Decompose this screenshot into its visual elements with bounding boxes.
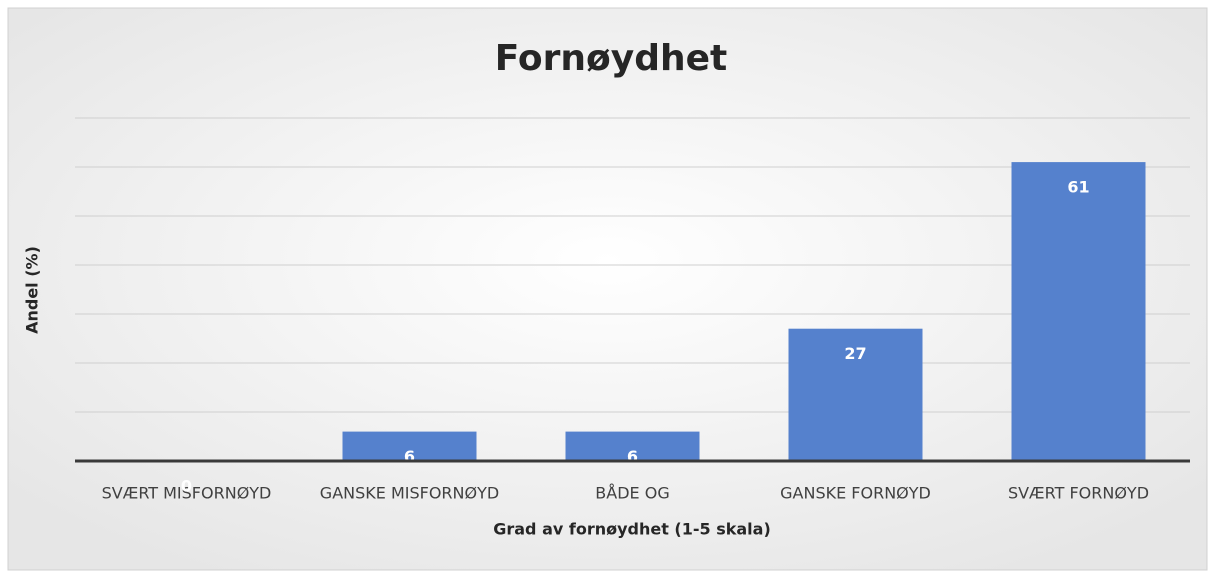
x-tick-label: SVÆRT FORNØYD [1008, 484, 1149, 503]
bar [788, 328, 923, 461]
data-label: 0 [181, 477, 192, 496]
y-axis-title: Andel (%) [23, 246, 42, 334]
data-label: 6 [404, 447, 415, 466]
bar [565, 431, 700, 461]
data-label: 27 [844, 344, 866, 363]
data-label: 61 [1067, 178, 1089, 197]
x-tick-label: SVÆRT MISFORNØYD [102, 484, 272, 503]
bar [1011, 162, 1146, 461]
x-tick-label: GANSKE MISFORNØYD [320, 484, 499, 503]
x-axis-title: Grad av fornøydhet (1-5 skala) [493, 520, 771, 539]
x-tick-label: GANSKE FORNØYD [780, 484, 931, 503]
data-label: 6 [627, 447, 638, 466]
bar [342, 431, 477, 461]
chart-area [7, 7, 1208, 571]
chart-title: Fornøydhet [495, 38, 727, 79]
x-tick-label: BÅDE OG [595, 484, 669, 503]
